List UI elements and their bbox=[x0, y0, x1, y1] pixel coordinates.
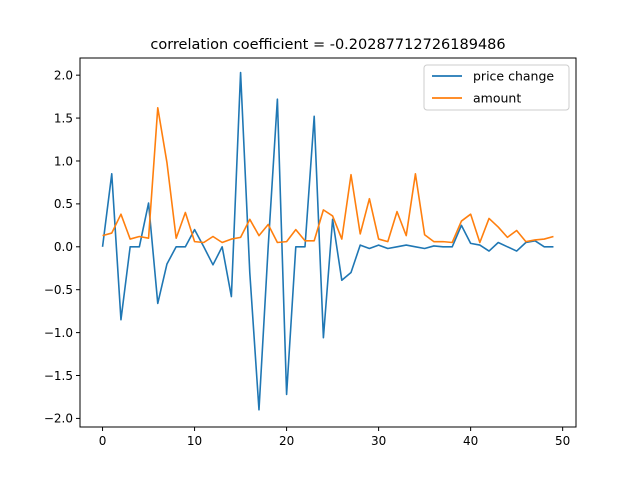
series-line-amount bbox=[102, 106, 554, 244]
x-tick-label: 30 bbox=[371, 434, 386, 448]
x-tick-label: 20 bbox=[279, 434, 294, 448]
y-tick-label: −1.0 bbox=[44, 326, 73, 340]
series-line-price-change bbox=[101, 71, 554, 411]
y-tick-label: −2.0 bbox=[44, 412, 73, 426]
chart-title: correlation coefficient = -0.20287712726… bbox=[150, 37, 505, 53]
axes-frame bbox=[79, 57, 577, 428]
x-axis: 0 10 20 30 40 50 bbox=[99, 427, 570, 448]
x-tick-label: 10 bbox=[187, 434, 202, 448]
legend-label-price-change: price change bbox=[473, 69, 554, 84]
plot-area bbox=[101, 71, 554, 411]
legend-label-amount: amount bbox=[473, 91, 521, 106]
y-tick-label: 1.0 bbox=[54, 154, 73, 168]
x-tick-label: 0 bbox=[99, 434, 107, 448]
y-tick-label: −1.5 bbox=[44, 369, 73, 383]
x-tick-label: 50 bbox=[555, 434, 570, 448]
y-axis: −2.0 −1.5 −1.0 −0.5 0.0 0.5 1.0 1.5 2.0 bbox=[44, 68, 80, 426]
x-tick-label: 40 bbox=[463, 434, 478, 448]
y-tick-label: −0.5 bbox=[44, 283, 73, 297]
y-tick-label: 1.5 bbox=[54, 111, 73, 125]
y-tick-label: 2.0 bbox=[54, 68, 73, 82]
y-tick-label: 0.0 bbox=[54, 240, 73, 254]
y-tick-label: 0.5 bbox=[54, 197, 73, 211]
legend: price change amount bbox=[423, 64, 570, 111]
